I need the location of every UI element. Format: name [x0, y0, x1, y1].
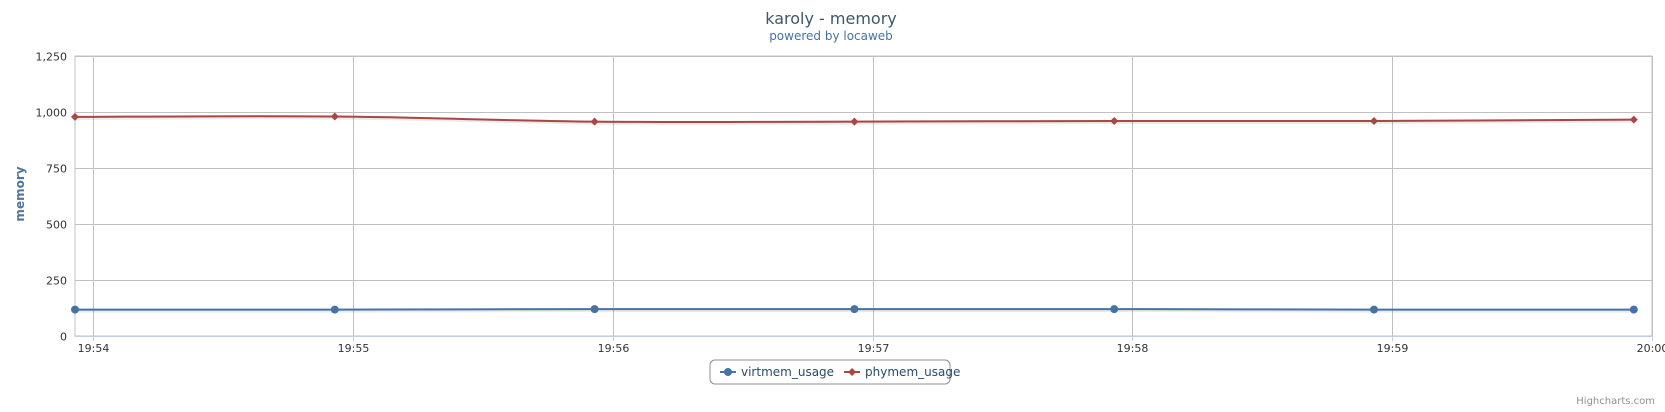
data-point-virtmem_usage[interactable] — [1110, 305, 1119, 314]
chart-title: karoly - memory — [765, 9, 897, 28]
legend-marker-diamond — [848, 368, 857, 376]
legend-label: virtmem_usage — [741, 365, 834, 379]
series-group — [71, 112, 1638, 314]
data-point-virtmem_usage[interactable] — [330, 305, 339, 314]
data-point-virtmem_usage[interactable] — [590, 305, 599, 314]
legend-item-phymem_usage[interactable]: phymem_usage — [844, 365, 960, 379]
x-tick-label: 19:58 — [1117, 342, 1149, 355]
data-point-virtmem_usage[interactable] — [1370, 305, 1379, 314]
axes: 0 250 500 750 1,000 1,250 19:54 19:55 19:56 19:57… — [36, 51, 1665, 356]
data-point-virtmem_usage[interactable] — [850, 305, 859, 314]
data-point-phymem_usage[interactable] — [1370, 116, 1379, 125]
data-point-phymem_usage[interactable] — [590, 117, 599, 126]
data-point-phymem_usage[interactable] — [1629, 115, 1638, 124]
data-point-phymem_usage[interactable] — [330, 112, 339, 121]
y-tick-label: 1,250 — [36, 51, 68, 64]
series-virtmem_usage — [71, 305, 1638, 314]
x-tick-label: 19:54 — [78, 342, 110, 355]
legend-label: phymem_usage — [865, 365, 960, 379]
y-tick-label: 750 — [46, 163, 67, 176]
y-tick-label: 0 — [60, 331, 67, 344]
x-tick-label: 19:55 — [338, 342, 370, 355]
series-phymem_usage — [71, 112, 1638, 126]
x-tick-label: 20:00 — [1637, 342, 1665, 355]
y-axis-label: memory — [13, 166, 27, 221]
data-point-phymem_usage[interactable] — [850, 117, 859, 126]
y-tick-label: 500 — [46, 219, 67, 232]
legend-marker-circle — [724, 368, 732, 376]
data-point-phymem_usage[interactable] — [71, 112, 79, 121]
legend-item-virtmem_usage[interactable]: virtmem_usage — [720, 365, 834, 379]
y-tick-label: 1,000 — [36, 107, 68, 120]
data-point-phymem_usage[interactable] — [1110, 116, 1119, 125]
x-tick-label: 19:59 — [1377, 342, 1409, 355]
legend[interactable]: virtmem_usage phymem_usage — [709, 359, 960, 385]
x-tick-label: 19:56 — [598, 342, 630, 355]
data-point-virtmem_usage[interactable] — [1629, 305, 1638, 314]
data-point-virtmem_usage[interactable] — [71, 305, 79, 314]
x-tick-label: 19:57 — [858, 342, 890, 355]
y-tick-label: 250 — [46, 275, 67, 288]
chart-subtitle: powered by locaweb — [769, 29, 893, 43]
credits-link[interactable]: Highcharts.com — [1576, 396, 1655, 407]
legend-box — [709, 359, 951, 385]
